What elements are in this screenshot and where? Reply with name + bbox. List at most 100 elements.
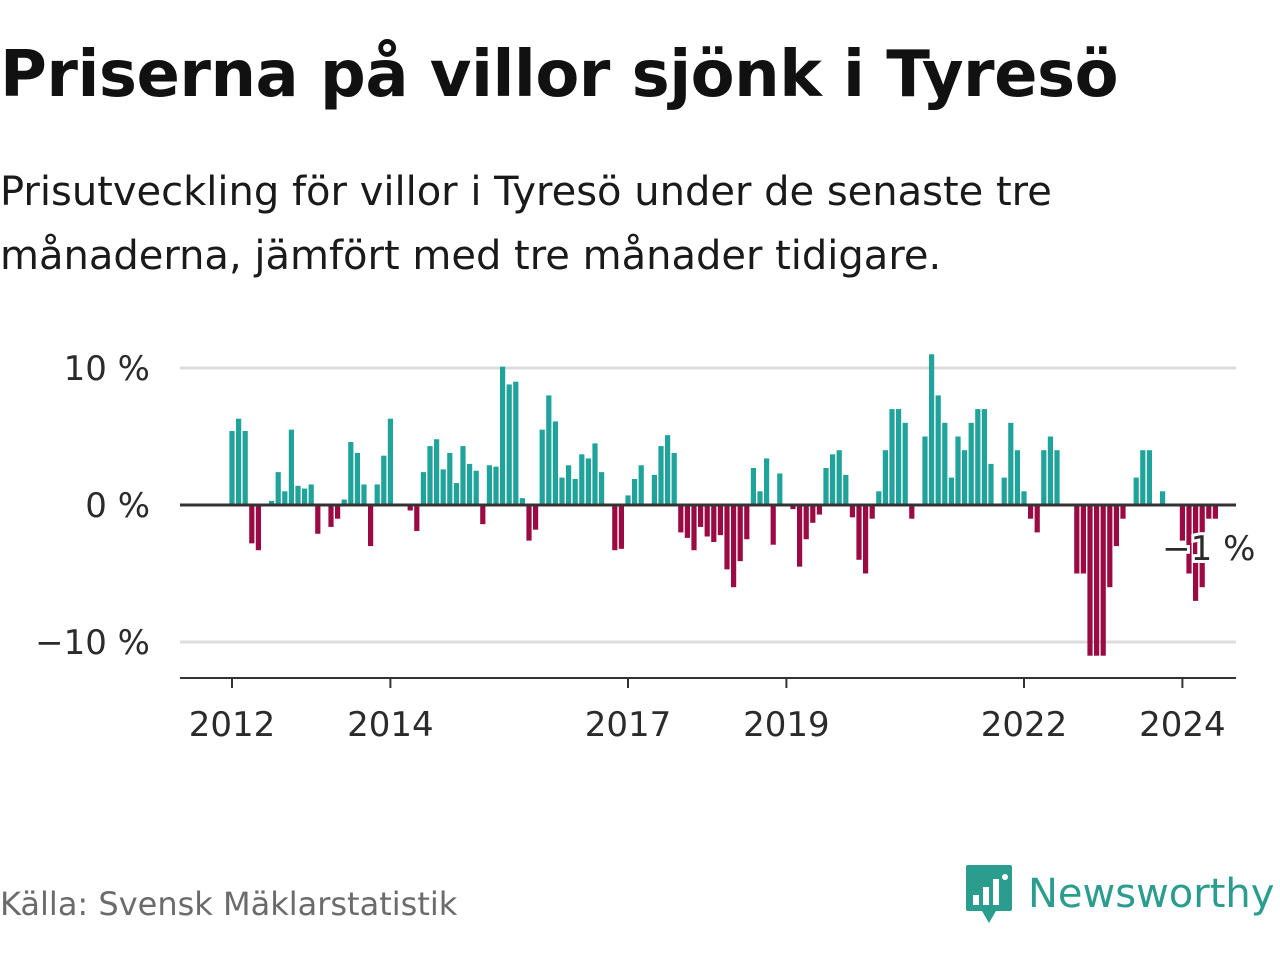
page-title: Priserna på villor sjönk i Tyresö (0, 38, 1119, 112)
bar (348, 441, 354, 505)
bar (374, 484, 380, 505)
bar (882, 450, 888, 505)
bar (830, 454, 836, 505)
bar (328, 505, 334, 527)
bar (823, 468, 829, 505)
bar (612, 505, 618, 551)
x-tick-label: 2022 (981, 705, 1068, 745)
bar (236, 418, 242, 505)
bar (935, 395, 941, 505)
bar (638, 465, 644, 505)
bar (704, 505, 710, 537)
bar (770, 505, 776, 545)
bar (467, 463, 473, 505)
bar (684, 505, 690, 538)
bar (282, 491, 288, 505)
brand-name: Newsworthy (1028, 871, 1275, 917)
bar (473, 470, 479, 505)
bar (539, 429, 545, 505)
bar (975, 409, 981, 505)
grid-lines (180, 366, 1236, 644)
bar (981, 409, 987, 505)
x-tick-label: 2024 (1139, 705, 1226, 745)
bar (896, 409, 902, 505)
bar (579, 454, 585, 505)
bar (1140, 450, 1146, 505)
bar (810, 505, 816, 523)
axes (180, 503, 1236, 688)
x-tick-label: 2017 (585, 705, 672, 745)
bar (1212, 505, 1218, 519)
bar (308, 484, 314, 505)
bar (407, 505, 413, 511)
bar (889, 409, 895, 505)
bar (526, 505, 532, 541)
bar (968, 422, 974, 505)
bar (1186, 505, 1192, 574)
bar (229, 431, 235, 505)
bar (434, 439, 440, 505)
bar (1028, 505, 1034, 519)
bar (1094, 505, 1100, 656)
bar (1133, 477, 1139, 505)
bar (651, 474, 657, 505)
bar (1179, 505, 1185, 541)
bar (288, 429, 294, 505)
bar (414, 505, 420, 532)
bar (480, 505, 486, 525)
bar (354, 452, 360, 505)
bar (335, 505, 341, 519)
bar (440, 469, 446, 505)
bar (1041, 450, 1047, 505)
bar (341, 499, 347, 505)
chart-subtitle: Prisutveckling för villor i Tyresö under… (0, 169, 1052, 279)
x-tick-label: 2019 (743, 705, 830, 745)
bar (1199, 505, 1205, 588)
bar (737, 505, 743, 562)
bar (1193, 505, 1199, 601)
bar (790, 505, 796, 510)
bar (381, 455, 387, 505)
bar-chart: 10 % 0 % −10 % 2012 2014 2017 2019 2022 2024 −1 % (35, 349, 1258, 745)
bar (816, 505, 822, 515)
brand-logo: Newsworthy (964, 862, 1274, 926)
bar (849, 505, 855, 518)
bar (962, 450, 968, 505)
bar (1074, 505, 1080, 574)
bar (242, 431, 248, 505)
bar (843, 474, 849, 505)
bar (691, 505, 697, 551)
bar (460, 446, 466, 505)
bar (618, 505, 624, 549)
bar (493, 466, 499, 505)
bar (876, 491, 882, 505)
bar (1206, 505, 1212, 519)
bar (1021, 491, 1027, 505)
bar-chart-speech-bubble-icon (966, 865, 1012, 923)
bar (387, 418, 393, 505)
bar (1087, 505, 1093, 656)
y-tick-label: −10 % (35, 623, 150, 663)
source-note: Källa: Svensk Mäklarstatistik (0, 885, 458, 923)
bar (678, 505, 684, 533)
bar (698, 505, 704, 527)
bar (546, 395, 552, 505)
bar (1160, 491, 1166, 505)
bar (836, 450, 842, 505)
bar (777, 473, 783, 505)
bar (275, 472, 281, 505)
bar (711, 505, 717, 542)
bar (486, 465, 492, 505)
bar (948, 477, 954, 505)
bar (453, 483, 459, 505)
bar (625, 495, 631, 505)
bar (585, 458, 591, 505)
bar (599, 472, 605, 505)
bar (500, 366, 506, 505)
bar (869, 505, 875, 519)
bar (665, 435, 671, 505)
bar (447, 452, 453, 505)
bar (249, 505, 255, 544)
bar (1034, 505, 1040, 533)
bar (1047, 436, 1053, 505)
